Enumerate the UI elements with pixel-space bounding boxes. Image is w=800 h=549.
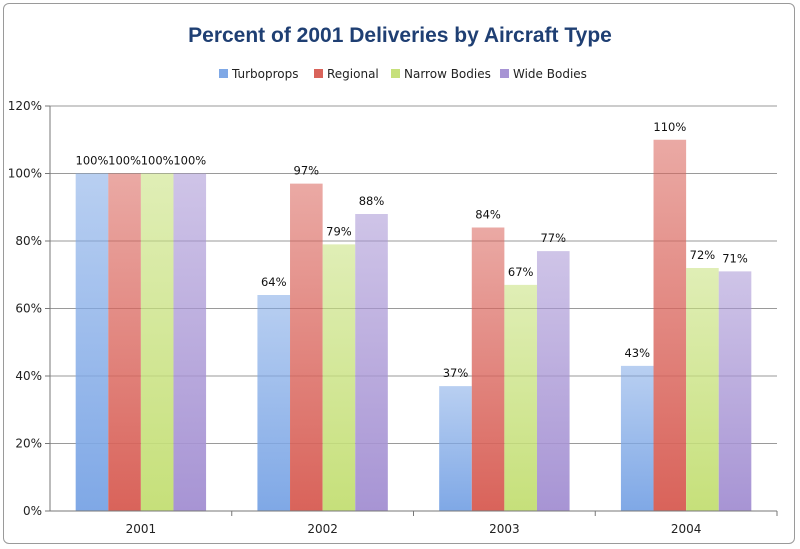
data-label: 88%: [359, 194, 385, 208]
bar-regional-2002: [290, 183, 323, 511]
y-tick-label: 80%: [15, 234, 42, 248]
data-labels: 100% 100% 100% 100%64%97%79%88%37%84%67%77%…: [76, 120, 748, 380]
legend-swatch: [219, 69, 228, 78]
bar-wide-bodies-2004: [718, 271, 752, 511]
legend: Turboprops Regional Narrow Bodies Wide Bodi…: [219, 67, 587, 81]
bar-regional-2003: [471, 227, 505, 511]
legend-swatch: [500, 69, 509, 78]
y-axis-ticks: 0% 20% 40% 60% 80% 100% 120%: [8, 99, 50, 518]
data-label: 100%: [141, 154, 174, 168]
legend-label: Narrow Bodies: [404, 67, 491, 81]
y-tick-label: 100%: [8, 167, 42, 181]
data-label: 72%: [690, 248, 716, 262]
data-label: 43%: [624, 346, 650, 360]
bar-turboprops-2002: [257, 295, 291, 511]
legend-label: Turboprops: [231, 67, 299, 81]
bars: [75, 139, 752, 511]
legend-label: Regional: [327, 67, 379, 81]
x-tick-label: 2004: [671, 522, 702, 536]
bar-narrow-bodies-2003: [504, 284, 537, 511]
data-label: 79%: [326, 224, 352, 238]
data-label: 64%: [261, 275, 287, 289]
bar-turboprops-2004: [620, 365, 654, 511]
y-tick-label: 40%: [15, 369, 42, 383]
bar-narrow-bodies-2001: [140, 173, 174, 511]
bar-regional-2001: [108, 173, 141, 511]
y-tick-label: 120%: [8, 99, 42, 113]
y-tick-label: 0%: [23, 504, 42, 518]
x-axis-ticks: 2001 2002 2003 2004: [126, 511, 778, 536]
data-label: 100%: [173, 154, 206, 168]
data-label: 37%: [443, 366, 469, 380]
bar-narrow-bodies-2004: [686, 268, 719, 511]
data-label: 77%: [540, 231, 566, 245]
legend-label: Wide Bodies: [513, 67, 587, 81]
bar-turboprops-2001: [75, 173, 109, 511]
data-label: 67%: [508, 265, 534, 279]
bar-wide-bodies-2003: [536, 251, 570, 511]
x-tick-label: 2003: [489, 522, 520, 536]
chart-title: Percent of 2001 Deliveries by Aircraft T…: [188, 24, 612, 47]
x-tick-label: 2001: [126, 522, 157, 536]
data-label: 100%: [76, 154, 109, 168]
data-label: 84%: [475, 208, 501, 222]
legend-swatch: [391, 69, 400, 78]
y-tick-label: 60%: [15, 302, 42, 316]
axes: [49, 106, 777, 512]
data-label: 71%: [722, 251, 748, 265]
x-tick-label: 2002: [307, 522, 338, 536]
bar-wide-bodies-2002: [355, 214, 388, 511]
bar-regional-2004: [653, 139, 687, 511]
data-label: 110%: [653, 120, 686, 134]
bar-narrow-bodies-2002: [322, 244, 356, 511]
bar-turboprops-2003: [439, 386, 472, 511]
bar-wide-bodies-2001: [173, 173, 207, 511]
data-label: 97%: [294, 164, 320, 178]
data-label: 100%: [108, 154, 141, 168]
y-tick-label: 20%: [15, 437, 42, 451]
legend-swatch: [314, 69, 323, 78]
